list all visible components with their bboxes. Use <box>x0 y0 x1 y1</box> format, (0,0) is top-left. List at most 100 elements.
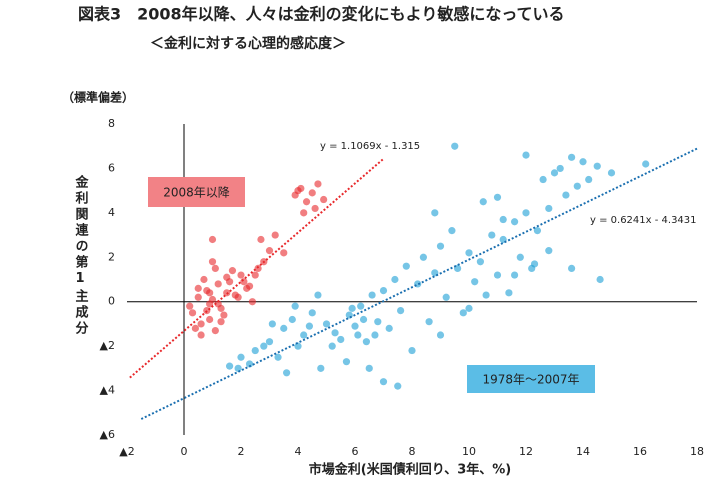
scatter-point <box>385 324 393 332</box>
scatter-point <box>402 262 410 270</box>
legend-label: 2008年以降 <box>163 186 230 200</box>
scatter-point <box>320 195 328 204</box>
scatter-point <box>459 309 467 317</box>
scatter-point <box>274 353 282 361</box>
y-tick-label: ▲6 <box>100 428 115 441</box>
scatter-point <box>533 227 542 235</box>
scatter-point <box>208 235 217 244</box>
y-tick-label: 0 <box>108 295 115 308</box>
scatter-point <box>257 235 265 244</box>
scatter-point <box>607 169 616 177</box>
scatter-point <box>197 331 205 339</box>
scatter-point <box>425 318 433 326</box>
scatter-point <box>237 271 245 279</box>
scatter-point <box>305 322 313 330</box>
y-tick-label: ▲2 <box>100 339 115 352</box>
scatter-point <box>294 187 302 195</box>
scatter-point <box>291 302 299 310</box>
legend-box <box>148 177 245 207</box>
scatter-point <box>186 302 194 310</box>
scatter-point <box>488 231 496 239</box>
x-tick-label: 12 <box>519 445 533 458</box>
scatter-point <box>331 329 339 337</box>
scatter-point <box>579 158 587 166</box>
scatter-point <box>419 253 427 261</box>
scatter-point <box>206 300 214 308</box>
y-unit-label: （標準偏差） <box>62 90 134 105</box>
x-tick-label: ▲2 <box>119 445 134 458</box>
scatter-point <box>302 198 311 206</box>
scatter-point <box>516 253 524 261</box>
scatter-point <box>300 209 308 217</box>
scatter-point <box>408 346 416 355</box>
scatter-point <box>260 342 268 350</box>
scatter-point <box>493 193 502 201</box>
scatter-point <box>337 335 345 344</box>
scatter-point <box>451 142 459 150</box>
scatter-point <box>342 358 351 366</box>
x-tick-label: 14 <box>576 445 590 458</box>
scatter-point <box>223 273 231 281</box>
scatter-point <box>348 304 356 312</box>
x-axis-label: 市場金利(米国債利回り、3年、%) <box>309 462 511 478</box>
scatter-point <box>556 164 564 173</box>
x-tick-label: 4 <box>295 445 302 458</box>
y-tick-label: 6 <box>108 161 115 174</box>
scatter-point <box>436 331 445 339</box>
scatter-point <box>311 204 319 213</box>
scatter-point <box>194 293 202 301</box>
scatter-point <box>397 307 405 315</box>
scatter-point <box>237 353 245 361</box>
scatter-point <box>271 231 279 239</box>
scatter-point <box>194 284 202 292</box>
scatter-point <box>351 322 359 330</box>
x-tick-label: 10 <box>462 445 476 458</box>
scatter-point <box>465 249 473 257</box>
scatter-point <box>505 289 513 297</box>
scatter-point <box>522 209 530 217</box>
x-tick-label: 0 <box>181 445 188 458</box>
y-tick-label: 2 <box>108 250 115 263</box>
scatter-point <box>642 160 650 168</box>
scatter-point <box>374 318 382 326</box>
scatter-point <box>220 311 228 319</box>
scatter-point <box>596 275 604 284</box>
x-tick-label: 2 <box>238 445 245 458</box>
scatter-point <box>479 198 487 206</box>
trend-equation: y = 0.6241x - 4.3431 <box>590 215 697 226</box>
scatter-point <box>283 369 291 377</box>
y-tick-label: 4 <box>108 206 115 219</box>
x-tick-label: 6 <box>352 445 359 458</box>
scatter-point <box>371 331 379 339</box>
scatter-point <box>211 326 219 335</box>
scatter-point <box>234 293 242 301</box>
scatter-point <box>539 175 547 184</box>
scatter-point <box>357 302 365 310</box>
scatter-point <box>214 300 222 308</box>
scatter-point <box>365 364 373 372</box>
scatter-point <box>436 242 445 250</box>
scatter-point <box>522 151 530 159</box>
scatter-point <box>545 204 553 213</box>
scatter-point <box>328 342 336 350</box>
scatter-point <box>530 260 539 268</box>
y-tick-label: ▲4 <box>100 384 115 397</box>
scatter-point <box>314 291 322 299</box>
scatter-point <box>465 304 473 312</box>
scatter-point <box>265 338 274 346</box>
scatter-point <box>573 182 581 190</box>
x-tick-label: 18 <box>690 445 704 458</box>
scatter-point <box>448 227 456 235</box>
scatter-point <box>234 364 242 372</box>
scatter-point <box>482 291 490 299</box>
scatter-point <box>354 331 362 339</box>
scatter-point <box>191 324 199 332</box>
scatter-point <box>197 320 205 328</box>
scatter-point <box>394 382 402 390</box>
scatter-point <box>206 289 214 297</box>
scatter-point <box>211 264 219 272</box>
x-tick-label: 8 <box>409 445 416 458</box>
scatter-point <box>226 362 234 370</box>
scatter-point <box>359 315 368 324</box>
scatter-point <box>228 267 237 275</box>
